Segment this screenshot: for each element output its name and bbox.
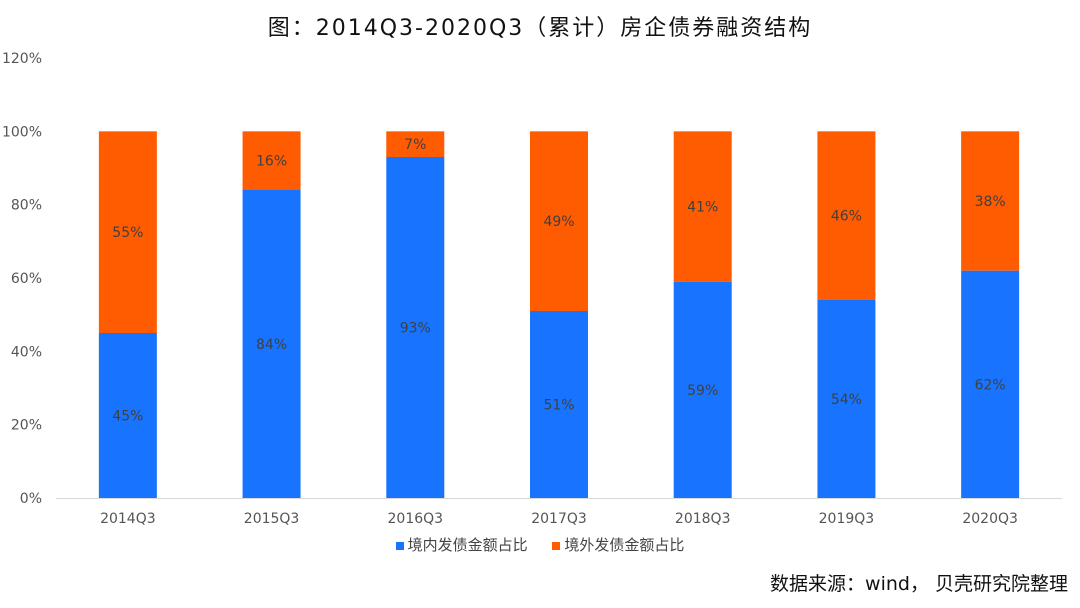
legend: 境内发债金额占比 境外发债金额占比	[0, 534, 1080, 555]
bar-overseas	[530, 131, 588, 311]
bar-group: 45% 55% 84% 16% 93% 7% 51% 49% 59% 41% 54% 46% 62% 38…	[98, 131, 1020, 498]
data-label-overseas: 38%	[975, 194, 1006, 210]
source-note: 数据来源：wind， 贝壳研究院整理	[770, 573, 1068, 595]
data-label-domestic: 59%	[687, 383, 718, 399]
x-tick-label: 2017Q3	[531, 511, 587, 527]
x-tick-label: 2020Q3	[962, 511, 1018, 527]
data-label-domestic: 54%	[831, 392, 862, 408]
x-tick-label: 2015Q3	[244, 511, 300, 527]
y-tick-label: 40%	[11, 344, 42, 360]
bar-domestic	[817, 300, 876, 498]
data-label-domestic: 51%	[543, 398, 574, 414]
y-tick-label: 100%	[2, 124, 42, 140]
x-tick-label: 2014Q3	[100, 511, 156, 527]
bar-domestic	[98, 333, 157, 498]
data-label-domestic: 45%	[112, 409, 143, 425]
data-label-domestic: 62%	[975, 377, 1006, 393]
bar-overseas	[817, 131, 876, 300]
bar-domestic	[386, 157, 445, 498]
bar-overseas	[98, 131, 157, 333]
bar-overseas	[242, 131, 301, 190]
data-label-domestic: 84%	[256, 337, 287, 353]
bar-domestic	[530, 311, 588, 498]
y-tick-label: 120%	[2, 51, 42, 67]
bar-overseas	[961, 131, 1020, 271]
data-label-overseas: 49%	[543, 214, 574, 230]
data-label-overseas: 55%	[112, 225, 143, 241]
y-tick-label: 20%	[11, 418, 42, 434]
data-label-overseas: 41%	[687, 200, 718, 216]
y-tick-label: 0%	[20, 491, 42, 507]
data-label-overseas: 46%	[831, 209, 862, 225]
data-label-domestic: 93%	[400, 321, 431, 337]
x-axis: 2014Q3 2015Q3 2016Q3 2017Q3 2018Q3 2019Q3 2020…	[100, 511, 1018, 527]
bar-domestic	[242, 190, 301, 498]
x-tick-label: 2019Q3	[819, 511, 875, 527]
legend-swatch-domestic	[395, 541, 404, 550]
bar-overseas	[673, 131, 732, 282]
y-axis: 0% 20% 40% 60% 80% 100% 120%	[2, 51, 42, 507]
data-label-overseas: 7%	[404, 137, 426, 153]
x-tick-label: 2018Q3	[675, 511, 731, 527]
y-tick-label: 80%	[11, 198, 42, 214]
bar-domestic	[673, 281, 732, 498]
chart-title: 图：2014Q3-2020Q3（累计）房企债券融资结构	[267, 16, 813, 41]
legend-swatch-overseas	[552, 541, 561, 550]
legend-label-domestic: 境内发债金额占比	[407, 536, 528, 554]
legend-item-overseas[interactable]: 境外发债金额占比	[552, 534, 684, 555]
y-tick-label: 60%	[11, 271, 42, 287]
x-tick-label: 2016Q3	[388, 511, 444, 527]
legend-item-domestic[interactable]: 境内发债金额占比	[395, 534, 528, 555]
data-label-overseas: 16%	[256, 154, 287, 170]
legend-label-overseas: 境外发债金额占比	[564, 536, 685, 554]
bar-overseas	[386, 131, 445, 157]
bar-domestic	[961, 270, 1020, 498]
